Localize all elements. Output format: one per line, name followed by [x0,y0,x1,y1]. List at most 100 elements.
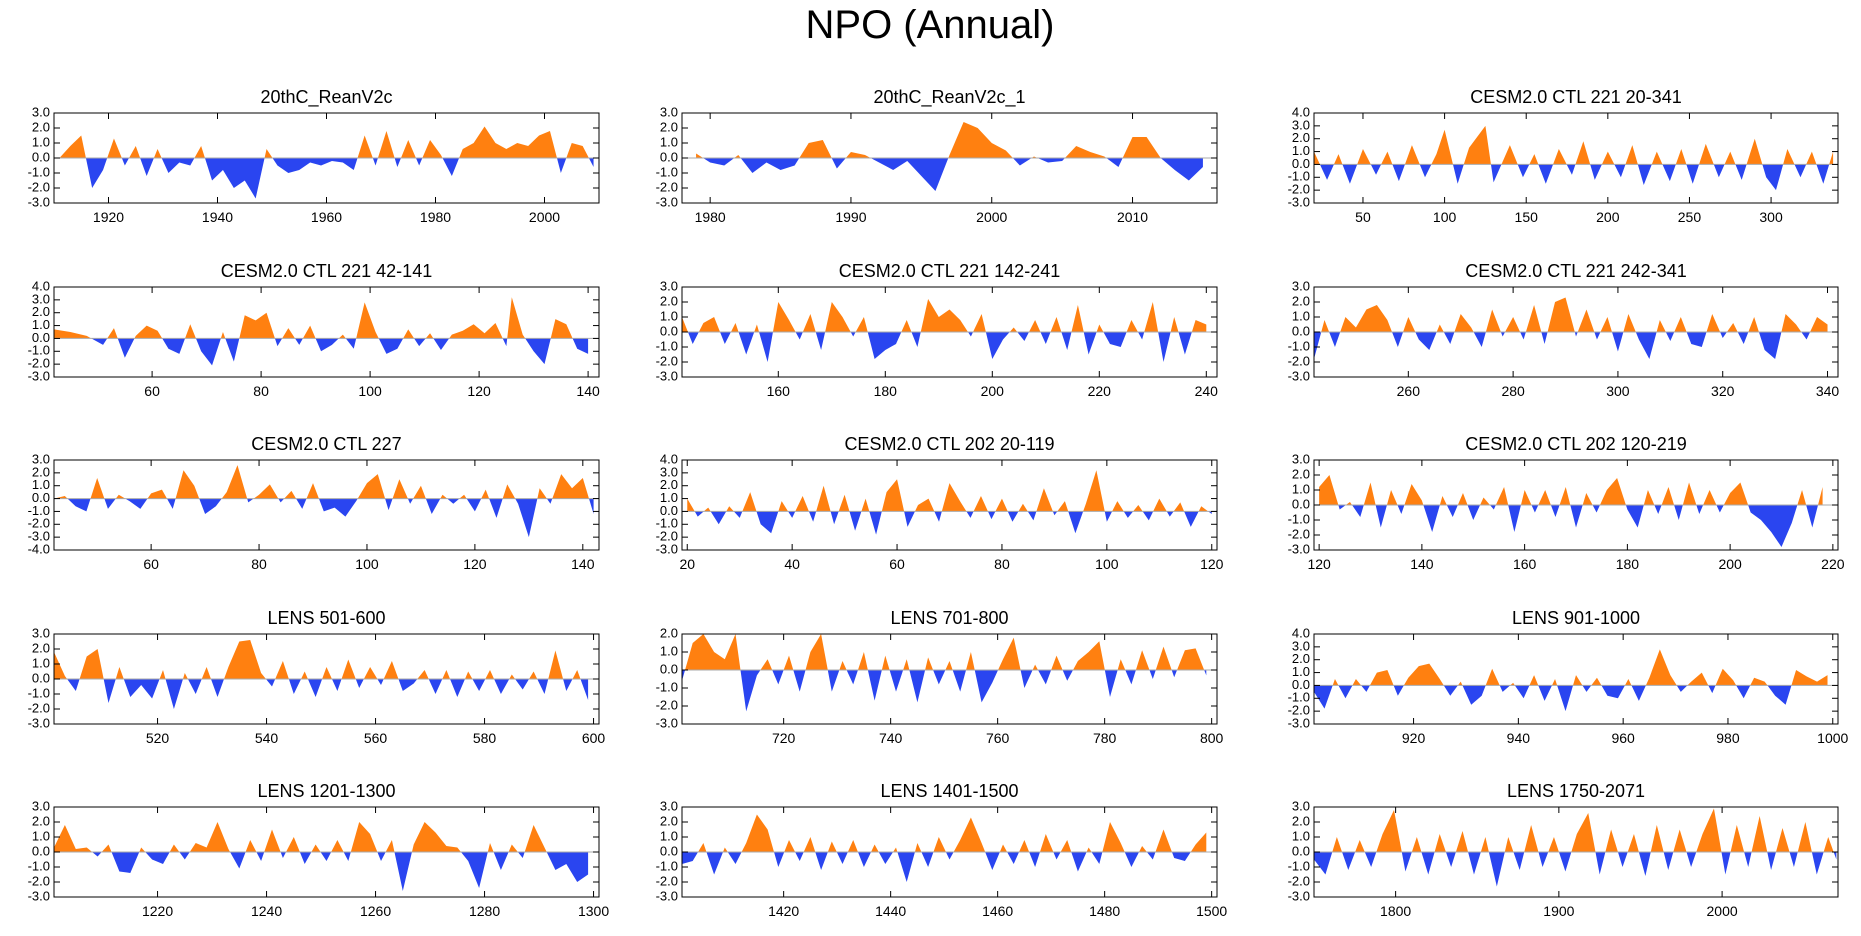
x-tick-label: 2000 [976,209,1007,225]
panel-title: CESM2.0 CTL 221 242-341 [1465,261,1686,281]
x-tick-label: 940 [1507,730,1531,746]
y-tick-label: -3.0 [1288,541,1310,556]
panel: CESM2.0 CTL 221 142-241 -3.0-2.0-1.00.01.… [656,261,1219,399]
x-tick-label: 1800 [1380,903,1411,919]
y-tick-label: 0.0 [660,323,678,338]
y-tick-label: 4.0 [660,451,678,466]
panel-title: LENS 701-800 [890,608,1008,628]
x-tick-label: 220 [1821,556,1845,572]
y-tick-label: 2.0 [660,813,678,828]
y-tick-label: -1.0 [1288,338,1310,353]
plot-frame [53,286,600,378]
x-tick-label: 80 [253,383,269,399]
x-tick-label: 340 [1816,383,1840,399]
y-tick-label: -3.0 [28,888,50,903]
y-tick-label: 3.0 [1292,278,1310,293]
x-tick-label: 60 [143,556,159,572]
x-tick-label: 200 [981,383,1005,399]
y-tick-label: -3.0 [656,715,678,730]
y-tick-label: -2.0 [28,873,50,888]
panel: LENS 1750-2071 -3.0-2.0-1.00.01.02.03.0 18… [1288,781,1839,919]
x-tick-label: 140 [576,383,600,399]
x-tick-label: 100 [358,383,382,399]
positive-area [696,122,1203,158]
y-tick-label: -2.0 [1288,182,1310,197]
y-tick-label: 4.0 [32,278,50,293]
y-tick-label: -1.0 [656,164,678,179]
y-tick-label: 1.0 [32,477,50,492]
y-tick-label: 2.0 [1292,651,1310,666]
y-tick-label: -2.0 [656,179,678,194]
positive-area [682,814,1207,852]
x-tick-label: 1000 [1817,730,1848,746]
x-tick-label: 1500 [1196,903,1227,919]
x-tick-label: 140 [1410,556,1434,572]
y-tick-label: -3.0 [1288,194,1310,209]
y-tick-label: -2.0 [656,353,678,368]
negative-area [54,679,589,709]
x-tick-label: 1940 [202,209,233,225]
positive-area [59,126,594,158]
x-tick-label: 300 [1606,383,1630,399]
positive-area [54,297,573,339]
panel: CESM2.0 CTL 221 242-341 -3.0-2.0-1.00.01.… [1288,261,1840,399]
x-tick-label: 1480 [1089,903,1120,919]
y-tick-label: -1.0 [28,164,50,179]
y-tick-label: -2.0 [656,873,678,888]
x-tick-label: 100 [1095,556,1119,572]
x-tick-label: 100 [355,556,379,572]
x-tick-label: 560 [364,730,388,746]
y-tick-label: -2.0 [28,516,50,531]
y-tick-label: -3.0 [656,368,678,383]
negative-area [1319,505,1823,547]
panel-title: 20thC_ReanV2c [260,87,392,108]
x-tick-label: 580 [473,730,497,746]
x-tick-label: 280 [1501,383,1525,399]
y-tick-label: -3.0 [1288,368,1310,383]
x-tick-label: 80 [251,556,267,572]
x-tick-label: 120 [467,383,491,399]
y-tick-label: 3.0 [32,104,50,119]
y-tick-label: 2.0 [32,464,50,479]
x-tick-label: 240 [1195,383,1219,399]
y-tick-label: -1.0 [1288,511,1310,526]
y-tick-label: -1.0 [28,685,50,700]
y-tick-label: 2.0 [1292,293,1310,308]
y-tick-label: 1.0 [660,134,678,149]
x-tick-label: 120 [463,556,487,572]
x-tick-label: 40 [784,556,800,572]
x-tick-label: 160 [1513,556,1537,572]
x-tick-label: 760 [986,730,1010,746]
panel: 20thC_ReanV2c_1 -3.0-2.0-1.00.01.02.03.0 1… [656,87,1218,225]
x-tick-label: 1980 [420,209,451,225]
y-tick-label: 3.0 [1292,117,1310,132]
y-tick-label: 1.0 [1292,308,1310,323]
y-tick-label: -1.0 [656,679,678,694]
y-tick-label: 1.0 [1292,143,1310,158]
positive-area [1314,125,1834,165]
y-tick-label: -2.0 [28,356,50,371]
panel: CESM2.0 CTL 227 -4.0-3.0-2.0-1.00.01.02.0… [28,434,600,572]
panel: LENS 1201-1300 -3.0-2.0-1.00.01.02.03.0 12… [28,781,610,919]
x-tick-label: 120 [1307,556,1331,572]
y-tick-label: 1.0 [1292,664,1310,679]
x-tick-label: 1300 [578,903,609,919]
y-tick-label: -3.0 [1288,715,1310,730]
negative-area [1314,332,1828,359]
x-tick-label: 320 [1711,383,1735,399]
y-tick-label: 2.0 [660,625,678,640]
panel-title: LENS 901-1000 [1512,608,1640,628]
panel-title: CESM2.0 CTL 221 42-141 [221,261,432,281]
y-tick-label: 1.0 [660,490,678,505]
x-tick-label: 220 [1088,383,1112,399]
negative-area [54,852,589,891]
x-tick-label: 1280 [469,903,500,919]
y-tick-label: 2.0 [660,477,678,492]
y-tick-label: -1.0 [1288,690,1310,705]
y-tick-label: -1.0 [656,858,678,873]
panel: CESM2.0 CTL 221 42-141 -3.0-2.0-1.00.01.0… [28,261,600,399]
y-tick-label: 1.0 [660,643,678,658]
x-tick-label: 1240 [251,903,282,919]
x-tick-label: 200 [1718,556,1742,572]
